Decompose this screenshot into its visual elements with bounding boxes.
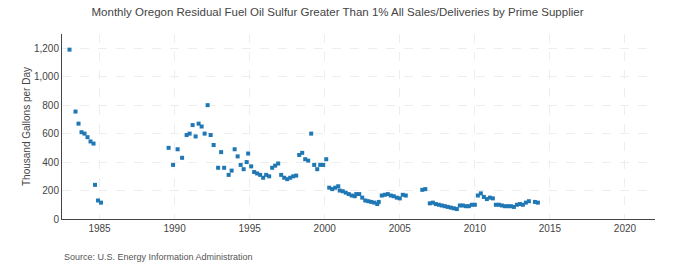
svg-text:1990: 1990 [163,223,186,234]
svg-text:1995: 1995 [239,223,262,234]
svg-text:1,000: 1,000 [34,71,59,82]
svg-text:2000: 2000 [314,223,337,234]
svg-text:400: 400 [42,157,59,168]
svg-text:600: 600 [42,128,59,139]
svg-text:2010: 2010 [464,223,487,234]
svg-text:1985: 1985 [88,223,111,234]
svg-text:200: 200 [42,185,59,196]
svg-text:Thousand Gallons per Day: Thousand Gallons per Day [21,67,32,186]
svg-text:2020: 2020 [614,223,637,234]
svg-text:Source: U.S. Energy Informatio: Source: U.S. Energy Information Administ… [64,252,253,262]
svg-text:Monthly Oregon Residual Fuel O: Monthly Oregon Residual Fuel Oil Sulfur … [92,6,584,18]
svg-text:2015: 2015 [539,223,562,234]
svg-text:2005: 2005 [389,223,412,234]
svg-text:1,200: 1,200 [34,43,59,54]
svg-text:0: 0 [53,214,59,225]
svg-text:800: 800 [42,100,59,111]
